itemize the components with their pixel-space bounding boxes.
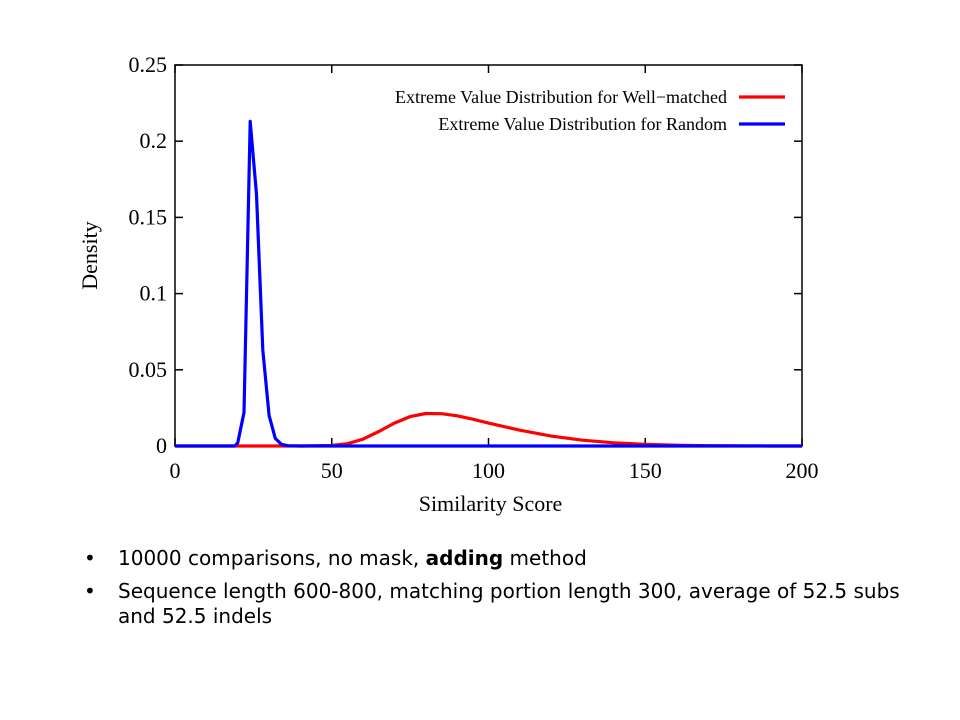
y-tick-label: 0.2 [140, 128, 168, 153]
y-tick-label: 0 [156, 433, 167, 458]
y-axis-title: Density [77, 221, 102, 289]
x-tick-label: 100 [472, 458, 505, 483]
bullet-marker: • [84, 579, 96, 603]
bullet-bold-word: adding [425, 546, 504, 570]
y-tick-label: 0.05 [129, 357, 168, 382]
legend-label-1: Extreme Value Distribution for Random [438, 114, 727, 134]
y-tick-label: 0.1 [140, 281, 168, 306]
y-tick-label: 0.15 [129, 204, 168, 229]
x-axis-title: Similarity Score [419, 491, 563, 516]
x-tick-label: 50 [321, 458, 343, 483]
legend-label-0: Extreme Value Distribution for Well−matc… [395, 87, 727, 107]
x-tick-label: 150 [629, 458, 662, 483]
bullet-text-before: 10000 comparisons, no mask, [118, 546, 426, 570]
bullet-sequence-length: • Sequence length 600-800, matching port… [84, 579, 924, 629]
series-line-1 [175, 119, 802, 448]
y-tick-label: 0.25 [129, 52, 168, 77]
bullet-comparisons: • 10000 comparisons, no mask, adding met… [84, 546, 924, 571]
density-chart: 0 0.05 0.1 0.15 0.2 0.25 0 50 100 150 200 Similarit… [77, 52, 819, 516]
bullet-marker: • [84, 546, 96, 570]
notes-list: • 10000 comparisons, no mask, adding met… [84, 546, 924, 637]
bullet-text: Sequence length 600-800, matching portio… [118, 579, 900, 628]
x-tick-label: 200 [786, 458, 819, 483]
bullet-text-after: method [503, 546, 587, 570]
x-tick-label: 0 [170, 458, 181, 483]
